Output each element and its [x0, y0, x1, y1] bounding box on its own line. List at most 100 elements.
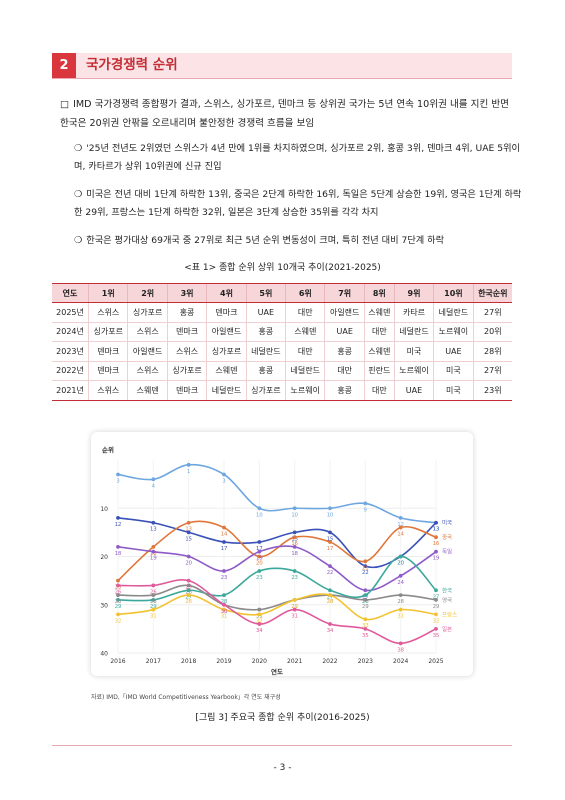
series-line: [117, 520, 437, 582]
table-header-cell: 3위: [166, 283, 207, 303]
x-tick-label: 2025: [428, 658, 443, 665]
table-cell: 대만: [285, 341, 325, 362]
data-point: [292, 598, 297, 602]
table-cell: 네덜란드: [245, 341, 286, 362]
data-label: 34: [256, 628, 263, 634]
data-label: 25: [185, 585, 192, 591]
data-point: [434, 612, 438, 617]
data-label: 28: [327, 599, 334, 605]
table-cell: 미국: [433, 361, 474, 381]
data-point: [257, 612, 262, 617]
data-label: 13: [433, 527, 440, 533]
data-point: [151, 583, 156, 588]
data-point: [116, 612, 120, 617]
table-header-cell: 연도: [52, 283, 89, 303]
table-cell: UAE: [433, 341, 474, 362]
data-label: 15: [327, 536, 334, 542]
data-label: 17: [221, 546, 228, 552]
table-cell: 덴마크: [88, 341, 128, 362]
data-label: 28: [150, 599, 157, 605]
legend-label: 일본: [442, 625, 452, 633]
table-cell: 싱가포르: [88, 322, 128, 342]
table-cell: 홍콩: [324, 341, 365, 362]
footer-divider: [52, 745, 512, 746]
data-point: [328, 593, 332, 597]
table-header-cell: 5위: [245, 283, 286, 303]
data-label: 29: [115, 604, 122, 610]
sub-point-text: 한국은 평가대상 69개국 중 27위로 최근 5년 순위 변동성이 크며, 특…: [86, 235, 445, 246]
data-label: 31: [291, 614, 298, 620]
data-point: [363, 501, 368, 506]
data-point: [363, 564, 368, 569]
data-point: [434, 535, 438, 540]
data-point: [186, 588, 191, 593]
data-label: 22: [327, 570, 334, 576]
legend-label: 독일: [442, 548, 452, 556]
table-row: 2024년 싱가포르 스위스 덴마크 아일랜드 홍콩 스웨덴 UAE 대만 네덜란드 노르웨이 20위: [52, 322, 512, 342]
data-point: [151, 520, 156, 525]
x-tick-label: 2019: [216, 658, 231, 665]
data-label: 27: [185, 594, 192, 600]
data-point: [222, 569, 226, 573]
x-tick-label: 2023: [358, 658, 373, 665]
data-point: [363, 626, 368, 631]
table-cell: 노르웨이: [393, 361, 434, 381]
circle-bullet-icon: ❍: [74, 235, 83, 246]
data-label: 9: [364, 507, 367, 513]
table-cell: 2024년: [52, 322, 89, 342]
data-point: [398, 593, 403, 597]
table-cell: 스웨덴: [127, 380, 168, 401]
data-label: 28: [397, 599, 404, 605]
table-cell: 2023년: [52, 341, 89, 362]
data-label: 10: [327, 512, 334, 518]
table-cell: 스위스: [127, 361, 168, 381]
data-label: 26: [150, 589, 157, 595]
table-row: 2023년 덴마크 아일랜드 스위스 싱가포르 네덜란드 대만 홍콩 스웨덴 미국 UAE 28위: [52, 341, 512, 362]
data-point: [292, 535, 297, 540]
x-tick-label: 2024: [393, 658, 408, 665]
table-cell: 대만: [363, 322, 395, 342]
table-cell: 네덜란드: [433, 302, 474, 323]
data-label: 15: [185, 536, 192, 542]
table-header-cell: 9위: [393, 283, 434, 303]
legend-label: 영국: [442, 596, 452, 604]
data-point: [363, 593, 368, 597]
data-label: 23: [291, 575, 298, 581]
x-tick-label: 2021: [287, 658, 302, 665]
data-point: [363, 559, 368, 564]
table-cell: 덴마크: [166, 322, 207, 342]
page-number: - 3 -: [273, 763, 292, 773]
table-cell: 미국: [393, 341, 434, 362]
square-bullet-icon: □: [60, 99, 70, 110]
table-cell: 아일랜드: [127, 341, 168, 362]
data-label: 35: [433, 633, 440, 639]
data-point: [328, 540, 332, 544]
table-row: 2025년 스위스 싱가포르 홍콩 덴마크 UAE 대만 아일랜드 스웨덴 카타르 네덜란드 27위: [52, 302, 512, 323]
data-point: [434, 598, 438, 602]
table-caption: <표 1> 종합 순위 상위 10개국 추이(2021-2025): [184, 263, 381, 273]
table-header-cell: 한국순위: [472, 283, 512, 303]
data-label: 35: [362, 633, 369, 639]
data-point: [186, 462, 191, 467]
data-point: [363, 588, 368, 593]
data-point: [328, 530, 332, 535]
table-cell: 네덜란드: [393, 322, 434, 342]
sub-point: ❍ 한국은 평가대상 69개국 중 27위로 최근 5년 순위 변동성이 크며, …: [74, 232, 524, 250]
table-row: 2022년 덴마크 스위스 싱가포르 스웨덴 홍콩 네덜란드 대만 핀란드 노르웨이 미국 27위: [52, 361, 512, 381]
series-line: [117, 555, 437, 602]
data-point: [116, 583, 120, 588]
data-label: 16: [291, 541, 298, 547]
legend-label: 중국: [442, 534, 452, 541]
table-cell: 노르웨이: [433, 322, 474, 342]
data-label: 18: [291, 551, 298, 557]
data-label: 25: [115, 585, 122, 591]
table-cell: 홍콩: [245, 361, 286, 381]
data-label: 38: [397, 647, 404, 653]
y-tick-label: 10: [100, 506, 108, 513]
data-label: 20: [397, 561, 404, 567]
data-point: [398, 573, 403, 578]
x-tick-label: 2016: [110, 658, 125, 665]
data-label: 32: [256, 618, 263, 624]
data-point: [292, 569, 297, 573]
